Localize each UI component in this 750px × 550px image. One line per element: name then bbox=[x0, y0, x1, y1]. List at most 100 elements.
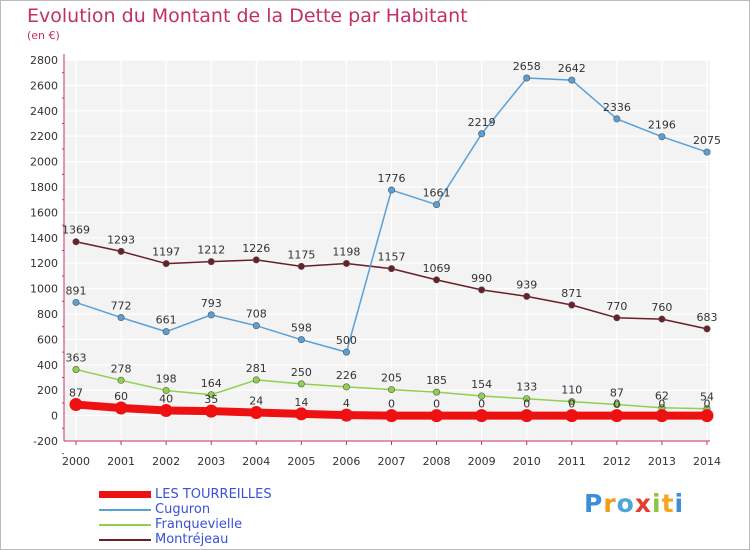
data-point-franquevielle bbox=[117, 376, 125, 384]
data-label-montrejeau: 871 bbox=[561, 287, 582, 300]
data-point-montrejeau bbox=[342, 259, 350, 267]
data-label-montrejeau: 1293 bbox=[107, 233, 135, 246]
brand-logo: Proxiti bbox=[584, 489, 684, 518]
data-label-montrejeau: 1069 bbox=[423, 262, 451, 275]
y-tick-label: 1600 bbox=[30, 206, 58, 219]
data-label-cuguron: 661 bbox=[156, 314, 177, 327]
series-layer bbox=[69, 74, 714, 423]
data-label-cuguron: 708 bbox=[246, 308, 267, 321]
data-label-montrejeau: 770 bbox=[606, 300, 627, 313]
data-label-les-tourreilles: 0 bbox=[433, 398, 440, 411]
logo-letter: i bbox=[674, 489, 685, 518]
data-point-les-tourreilles bbox=[700, 409, 714, 423]
data-point-franquevielle bbox=[613, 401, 621, 409]
data-point-cuguron bbox=[703, 148, 711, 156]
y-tick-label: 600 bbox=[37, 333, 58, 346]
x-tick-label: 2005 bbox=[287, 455, 315, 468]
data-label-franquevielle: 198 bbox=[156, 372, 177, 385]
data-point-les-tourreilles bbox=[655, 409, 669, 423]
data-label-les-tourreilles: 0 bbox=[704, 398, 711, 411]
y-tick-label: 1000 bbox=[30, 283, 58, 296]
data-point-montrejeau bbox=[72, 238, 80, 246]
x-tick-label: 2006 bbox=[332, 455, 360, 468]
data-label-franquevielle: 133 bbox=[516, 381, 537, 394]
logo-letter: t bbox=[661, 489, 675, 518]
data-point-franquevielle bbox=[207, 391, 215, 399]
data-point-franquevielle bbox=[568, 398, 576, 406]
data-label-cuguron: 891 bbox=[66, 284, 87, 297]
data-label-montrejeau: 683 bbox=[697, 311, 718, 324]
y-tick-label: 2200 bbox=[30, 130, 58, 143]
data-label-franquevielle: 87 bbox=[610, 387, 624, 400]
data-point-les-tourreilles bbox=[204, 404, 218, 418]
data-label-franquevielle: 154 bbox=[471, 378, 492, 391]
legend-swatch bbox=[99, 524, 151, 526]
data-label-montrejeau: 990 bbox=[471, 272, 492, 285]
legend-swatch bbox=[99, 509, 151, 511]
x-tick-label: 2000 bbox=[62, 455, 90, 468]
legend-label: LES TOURREILLES bbox=[155, 487, 272, 502]
data-point-les-tourreilles bbox=[339, 408, 353, 422]
data-label-les-tourreilles: 35 bbox=[204, 393, 218, 406]
data-point-montrejeau bbox=[523, 292, 531, 300]
data-point-les-tourreilles bbox=[249, 406, 263, 420]
data-point-franquevielle bbox=[523, 395, 531, 403]
data-point-cuguron bbox=[162, 328, 170, 336]
data-label-les-tourreilles: 40 bbox=[159, 393, 173, 406]
data-label-franquevielle: 54 bbox=[700, 391, 714, 404]
data-label-montrejeau: 939 bbox=[516, 278, 537, 291]
logo-letter: o bbox=[616, 489, 635, 518]
data-point-cuguron bbox=[613, 115, 621, 123]
y-tick-label: 0 bbox=[51, 410, 58, 423]
data-point-les-tourreilles bbox=[114, 401, 128, 415]
data-label-montrejeau: 1198 bbox=[332, 245, 360, 258]
data-point-franquevielle bbox=[433, 388, 441, 396]
data-label-montrejeau: 1369 bbox=[62, 224, 90, 237]
x-tick-label: 2014 bbox=[693, 455, 721, 468]
data-label-franquevielle: 205 bbox=[381, 372, 402, 385]
data-label-cuguron: 2336 bbox=[603, 101, 631, 114]
data-label-cuguron: 2642 bbox=[558, 62, 586, 75]
data-label-les-tourreilles: 0 bbox=[613, 398, 620, 411]
data-label-franquevielle: 278 bbox=[111, 362, 132, 375]
data-label-les-tourreilles: 60 bbox=[114, 390, 128, 403]
data-label-cuguron: 2658 bbox=[513, 60, 541, 73]
x-tick-label: 2013 bbox=[648, 455, 676, 468]
logo-letter: P bbox=[584, 489, 604, 518]
data-label-cuguron: 1776 bbox=[378, 172, 406, 185]
y-tick-label: 2000 bbox=[30, 156, 58, 169]
data-label-montrejeau: 1212 bbox=[197, 244, 225, 257]
data-point-cuguron bbox=[117, 314, 125, 322]
data-label-montrejeau: 760 bbox=[651, 301, 672, 314]
x-tick-label: 2010 bbox=[513, 455, 541, 468]
plot-area bbox=[64, 60, 710, 441]
data-label-cuguron: 772 bbox=[111, 300, 132, 313]
data-label-layer: 1369 1293 1197 1212 1226 1175 1198 1157 1069 990 9… bbox=[62, 60, 721, 411]
data-point-cuguron bbox=[478, 130, 486, 138]
data-point-montrejeau bbox=[117, 247, 125, 255]
data-label-montrejeau: 1226 bbox=[242, 242, 270, 255]
data-label-les-tourreilles: 0 bbox=[523, 398, 530, 411]
data-point-cuguron bbox=[72, 298, 80, 306]
logo-letter: r bbox=[603, 489, 617, 518]
data-label-franquevielle: 281 bbox=[246, 362, 267, 375]
x-tick-label: 2008 bbox=[423, 455, 451, 468]
data-point-cuguron bbox=[252, 322, 260, 330]
data-label-cuguron: 500 bbox=[336, 334, 357, 347]
data-point-cuguron bbox=[568, 76, 576, 84]
x-tick-label: 2003 bbox=[197, 455, 225, 468]
chart-unit-label: (en €) bbox=[27, 29, 60, 42]
logo-letter: i bbox=[652, 489, 662, 518]
data-point-franquevielle bbox=[252, 376, 260, 384]
data-label-les-tourreilles: 24 bbox=[249, 395, 263, 408]
y-tick-label: 400 bbox=[37, 359, 58, 372]
x-tick-label: 2012 bbox=[603, 455, 631, 468]
data-point-cuguron bbox=[342, 348, 350, 356]
x-tick-label: 2001 bbox=[107, 455, 135, 468]
data-label-les-tourreilles: 0 bbox=[568, 398, 575, 411]
x-tick-label: 2002 bbox=[152, 455, 180, 468]
data-label-les-tourreilles: 87 bbox=[69, 387, 83, 400]
y-tick-label: 1800 bbox=[30, 181, 58, 194]
